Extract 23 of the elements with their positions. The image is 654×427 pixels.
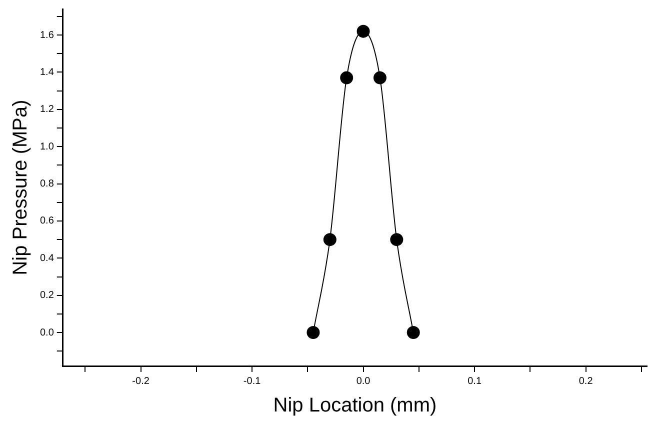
point [390,233,404,246]
y-tick-label: 1.4 [40,66,54,78]
point [323,233,336,246]
y-tick-label: 0.0 [40,327,54,338]
y-tick-label: 0.8 [40,178,54,190]
x-tick-label: -0.1 [243,376,262,387]
x-tick-label: 0.2 [578,376,594,387]
point [356,24,370,38]
y-tick-label: 0.4 [40,252,54,264]
y-tick-label: 0.6 [40,216,54,227]
y-tick-label: 1.6 [40,30,54,41]
y-tick-label: 1.0 [40,141,54,152]
x-axis-title: Nip Location (mm) [273,394,437,417]
y-tick-label: 0.2 [40,290,54,302]
point [373,71,386,84]
point [340,71,354,84]
point [306,326,320,340]
x-tick-label: 0.0 [356,376,371,387]
point [406,326,420,340]
x-tick-label: 0.1 [468,376,482,387]
y-tick-label: 1.2 [40,104,54,116]
y-axis-title: Nip Pressure (MPa) [10,100,32,276]
x-tick-label: -0.2 [132,376,150,387]
